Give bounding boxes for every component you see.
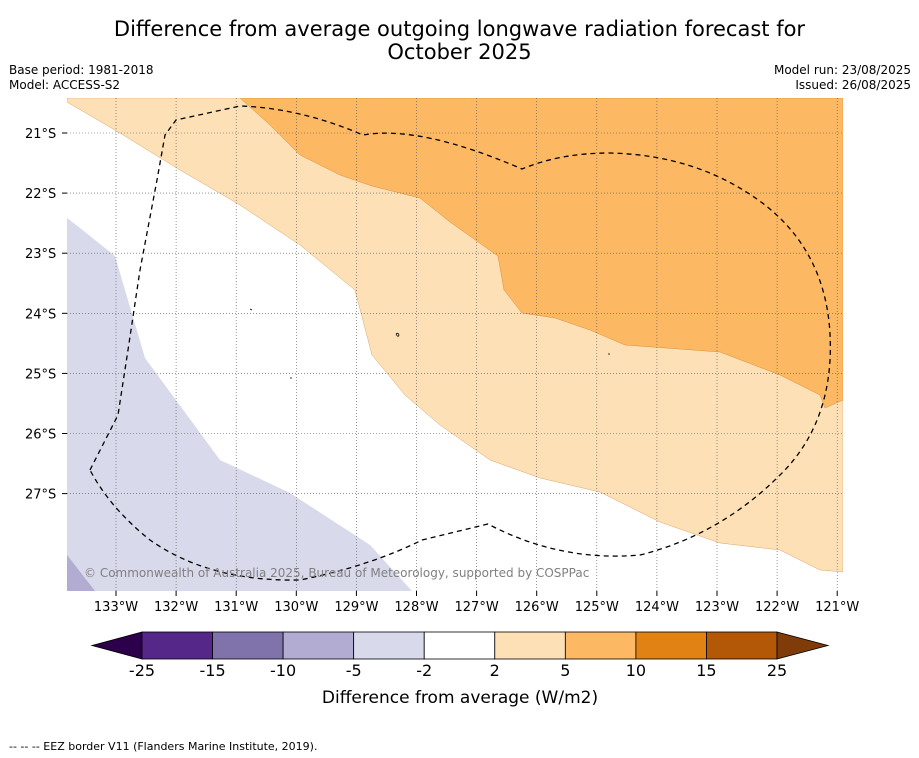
- lon-label: 124°W: [635, 600, 679, 615]
- axis-ticks: [62, 132, 838, 596]
- colorbar-bin: [423, 631, 496, 660]
- colorbar-tick-label: -15: [199, 661, 225, 680]
- colorbar-bin: [353, 631, 425, 660]
- colorbar-label: Difference from average (W/m2): [322, 688, 598, 708]
- colorbar: -25 -15 -10 -5 -2 2 5 10 15 25: [90, 631, 830, 680]
- lon-label: 133°W: [94, 600, 138, 615]
- title-line-1: Difference from average outgoing longwav…: [113, 17, 806, 41]
- colorbar-tick-label: -10: [270, 661, 296, 680]
- colorbar-bin: [564, 631, 637, 660]
- meta-left: Base period: 1981-2018 Model: ACCESS-S2: [9, 63, 154, 93]
- colorbar-tick-label: -25: [129, 661, 155, 680]
- lat-label: 25°S: [25, 367, 56, 382]
- lon-label: 131°W: [214, 600, 258, 615]
- lat-label: 23°S: [25, 247, 56, 262]
- lat-label: 22°S: [25, 187, 56, 202]
- lon-label: 125°W: [575, 600, 619, 615]
- colorbar-tick-label: 25: [767, 661, 787, 680]
- latitude-labels: 21°S 22°S 23°S 24°S 25°S 26°S 27°S: [25, 127, 56, 503]
- region-minus5-to-minus2: [67, 218, 412, 591]
- colorbar-extend-high: [776, 631, 830, 660]
- lon-label: 128°W: [394, 600, 438, 615]
- meta-right: Model run: 23/08/2025 Issued: 26/08/2025: [774, 63, 911, 93]
- base-period: Base period: 1981-2018: [9, 63, 154, 77]
- lon-label: 126°W: [515, 600, 559, 615]
- lon-label: 127°W: [455, 600, 499, 615]
- eez-border: [89, 105, 831, 581]
- colorbar-tick-label: -5: [346, 661, 362, 680]
- model-run: Model run: 23/08/2025: [773, 63, 911, 77]
- lat-label: 24°S: [25, 307, 56, 322]
- colorbar-tick-label: 2: [490, 661, 500, 680]
- copyright-text: © Commonwealth of Australia 2025, Bureau…: [84, 566, 589, 580]
- lat-label: 26°S: [25, 428, 56, 443]
- colorbar-bin: [494, 631, 566, 660]
- contour-specks: [249, 308, 610, 379]
- colorbar-bin: [212, 631, 284, 660]
- colorbar-tick-label: 10: [626, 661, 646, 680]
- map-figure: © Commonwealth of Australia 2025, Bureau…: [25, 98, 860, 708]
- issued-date: Issued: 26/08/2025: [795, 78, 911, 92]
- colorbar-tick-label: -2: [416, 661, 432, 680]
- lon-label: 129°W: [334, 600, 378, 615]
- lat-label: 21°S: [25, 127, 56, 142]
- region-minus10-to-minus5: [67, 555, 95, 591]
- model-name: Model: ACCESS-S2: [9, 78, 121, 92]
- colorbar-bin: [635, 631, 707, 660]
- colorbar-extend-low: [90, 631, 143, 660]
- lon-label: 130°W: [274, 600, 318, 615]
- gridlines: [67, 98, 843, 591]
- lon-label: 123°W: [695, 600, 739, 615]
- colorbar-bin: [141, 631, 213, 660]
- colorbar-bin: [706, 631, 778, 660]
- colorbar-tick-label: 5: [560, 661, 570, 680]
- lon-label: 122°W: [755, 600, 799, 615]
- lon-label: 132°W: [154, 600, 198, 615]
- lon-label: 121°W: [815, 600, 859, 615]
- colorbar-bin: [282, 631, 355, 660]
- lat-label: 27°S: [25, 488, 56, 503]
- colorbar-tick-label: 15: [696, 661, 716, 680]
- map-area: [67, 98, 843, 591]
- longitude-labels: 133°W 132°W 131°W 130°W 129°W 128°W 127°W 126°W…: [94, 600, 860, 615]
- title-line-2: October 2025: [387, 40, 532, 64]
- map-title: Difference from average outgoing longwav…: [0, 18, 919, 64]
- eez-footnote: -- -- -- EEZ border V11 (Flanders Marine…: [9, 740, 318, 753]
